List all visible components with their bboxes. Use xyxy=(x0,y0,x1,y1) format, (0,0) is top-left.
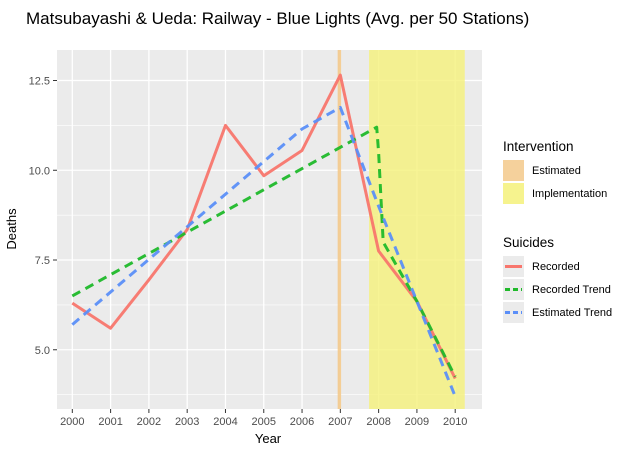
series-line-recorded-trend xyxy=(71,125,457,378)
y-axis-title: Deaths xyxy=(4,208,19,250)
legend-label: Estimated Trend xyxy=(532,307,612,319)
intervention-bands xyxy=(337,50,465,409)
intervention-band-estimated xyxy=(337,50,342,409)
legend-label: Recorded Trend xyxy=(532,284,611,296)
legend-label: Recorded xyxy=(532,261,580,273)
x-tick-label: 2010 xyxy=(443,416,467,428)
y-tick-label: 7.5 xyxy=(35,255,50,267)
x-axis: 2000 2001 2002 2003 2004 2005 2006 2007 2008 2009… xyxy=(60,409,467,428)
x-axis-title: Year xyxy=(255,431,282,446)
x-tick-label: 2005 xyxy=(252,416,276,428)
series-line-estimated-trend xyxy=(71,105,457,397)
x-tick-label: 2004 xyxy=(213,416,237,428)
y-tick-label: 10.0 xyxy=(29,165,50,177)
chart-title: Matsubayashi & Ueda: Railway - Blue Ligh… xyxy=(26,9,529,28)
x-tick-label: 2000 xyxy=(60,416,84,428)
x-tick-label: 2009 xyxy=(405,416,429,428)
x-tick-label: 2007 xyxy=(328,416,352,428)
x-tick-label: 2002 xyxy=(137,416,161,428)
legend-intervention: Intervention Estimated Implementation xyxy=(503,139,607,204)
legend-key-implementation xyxy=(503,183,524,204)
series-lines xyxy=(71,73,457,397)
x-tick-label: 2006 xyxy=(290,416,314,428)
legend-label: Estimated xyxy=(532,165,581,177)
legend-suicides: Suicides Recorded Recorded Trend Estimated… xyxy=(503,235,612,323)
legend-intervention-title: Intervention xyxy=(503,139,574,154)
x-tick-label: 2001 xyxy=(98,416,122,428)
legend-suicides-title: Suicides xyxy=(503,235,554,250)
legend-label: Implementation xyxy=(532,188,607,200)
x-tick-label: 2008 xyxy=(366,416,390,428)
x-tick-label: 2003 xyxy=(175,416,199,428)
y-axis: 5.0 7.5 10.0 12.5 xyxy=(29,76,57,357)
y-tick-label: 5.0 xyxy=(35,345,50,357)
intervention-band-implementation xyxy=(369,50,465,409)
y-tick-label: 12.5 xyxy=(29,76,50,88)
series-line-recorded xyxy=(71,73,457,380)
legend-key-estimated xyxy=(503,160,524,181)
